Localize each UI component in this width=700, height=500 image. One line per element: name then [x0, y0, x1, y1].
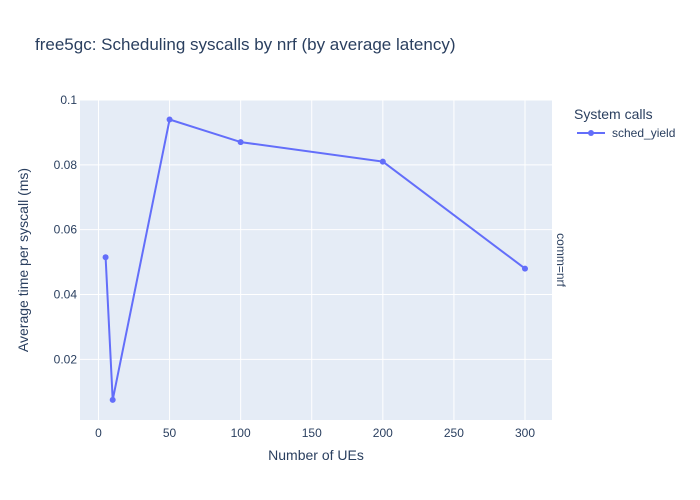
data-point: [379, 158, 386, 165]
y-tick-label: 0.08: [54, 158, 78, 172]
data-point: [237, 139, 244, 146]
data-point: [102, 254, 109, 261]
legend-marker: [588, 130, 594, 136]
y-tick-label: 0.06: [54, 223, 78, 237]
legend-items: sched_yield: [577, 126, 675, 140]
x-tick-label: 250: [444, 426, 464, 440]
y-tick-label: 0.1: [60, 93, 77, 107]
x-axis-ticks: 0 50 100 150 200 250 300: [95, 426, 535, 440]
y-axis-title: Average time per syscall (ms): [15, 168, 31, 352]
facet-label: comm=nrf: [554, 233, 568, 287]
y-axis-ticks: 0.02 0.04 0.06 0.08 0.1: [54, 93, 78, 366]
data-point: [109, 396, 116, 403]
x-tick-label: 50: [163, 426, 177, 440]
x-tick-label: 100: [231, 426, 251, 440]
x-tick-label: 300: [515, 426, 535, 440]
legend-title: System calls: [574, 106, 653, 122]
legend-label: sched_yield: [612, 126, 675, 140]
x-axis-title: Number of UEs: [268, 447, 364, 463]
chart-title: free5gc: Scheduling syscalls by nrf (by …: [35, 35, 455, 54]
x-tick-label: 150: [302, 426, 322, 440]
x-tick-label: 200: [373, 426, 393, 440]
data-point: [166, 116, 173, 123]
series-layer: [102, 116, 528, 403]
series-line-sched_yield: [104, 118, 526, 401]
y-tick-label: 0.04: [54, 288, 78, 302]
legend: System calls sched_yield: [574, 106, 675, 140]
data-point: [521, 265, 528, 272]
plot-area: [80, 100, 552, 420]
y-tick-label: 0.02: [54, 352, 78, 366]
x-tick-label: 0: [95, 426, 102, 440]
